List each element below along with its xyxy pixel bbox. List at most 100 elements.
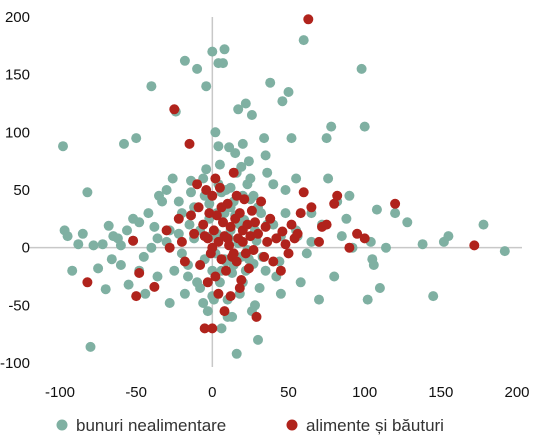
data-point (323, 173, 334, 184)
data-point (234, 208, 245, 219)
data-point (58, 141, 68, 152)
x-tick-label: -50 (125, 384, 147, 401)
data-point (231, 348, 242, 359)
data-point (260, 150, 271, 161)
data-point (128, 213, 139, 224)
data-point (251, 311, 262, 322)
data-point (204, 208, 215, 219)
data-point (119, 138, 129, 149)
data-point (237, 138, 248, 149)
data-point (186, 187, 196, 198)
data-point (213, 288, 224, 299)
data-point (207, 242, 218, 253)
x-tick-label: 200 (504, 384, 529, 401)
data-point (262, 236, 273, 247)
data-point (169, 104, 180, 115)
data-point (213, 141, 224, 152)
data-point (128, 235, 139, 246)
data-point (245, 173, 256, 184)
data-point (115, 240, 126, 251)
data-point (214, 159, 225, 170)
x-tick-label: 150 (428, 384, 453, 401)
data-point (176, 248, 187, 259)
data-point (275, 288, 286, 299)
data-point (100, 284, 111, 295)
data-point (131, 133, 142, 144)
data-point (184, 138, 195, 149)
data-point (286, 219, 297, 230)
data-point (268, 256, 279, 267)
data-point (417, 239, 428, 250)
data-point (216, 323, 227, 334)
data-point (154, 190, 164, 201)
data-point (352, 228, 363, 239)
data-point (390, 198, 401, 209)
data-point (295, 208, 306, 219)
x-tick-label: 50 (280, 384, 297, 401)
legend: bunuri nealimentare alimente și băuturi (56, 416, 444, 435)
tick-labels: -100 -50 0 50 100 150 200 -100 -50 0 50 100 150 200 (0, 9, 530, 401)
data-point (329, 198, 340, 209)
data-point (186, 210, 196, 221)
data-point (149, 281, 160, 292)
data-point (321, 219, 332, 230)
data-point (246, 110, 257, 120)
data-point (231, 190, 242, 201)
data-point (219, 306, 230, 317)
data-point (115, 260, 126, 270)
data-point (344, 190, 355, 201)
data-point (198, 219, 209, 230)
data-point (280, 208, 291, 219)
data-point (225, 291, 236, 302)
data-point (242, 219, 253, 230)
data-point (131, 291, 142, 302)
data-point (321, 133, 332, 144)
data-point (173, 213, 184, 224)
data-point (303, 14, 314, 25)
data-point (143, 208, 154, 219)
data-point (390, 208, 401, 219)
data-point (240, 98, 251, 109)
data-point (332, 190, 343, 201)
data-point (275, 265, 286, 276)
data-point (62, 231, 73, 242)
x-tick-label: -100 (45, 384, 75, 401)
data-point (277, 96, 288, 107)
data-point (359, 233, 370, 244)
data-point (108, 231, 119, 242)
legend-label: alimente și băuturi (306, 416, 444, 435)
data-point (280, 185, 291, 195)
data-point (239, 194, 250, 205)
data-point (140, 288, 151, 299)
data-point (246, 205, 257, 216)
data-point (326, 121, 337, 132)
data-point (243, 263, 254, 274)
data-point (207, 323, 218, 334)
data-point (193, 202, 204, 213)
y-tick-label: 150 (5, 67, 30, 84)
data-point (201, 164, 212, 175)
data-point (218, 58, 228, 69)
data-point (271, 233, 282, 244)
data-point (356, 63, 367, 74)
data-point (146, 242, 157, 253)
data-point (210, 173, 221, 184)
data-point (167, 173, 178, 184)
data-point (106, 254, 117, 265)
data-point (362, 294, 373, 305)
data-point (286, 133, 297, 144)
data-point (478, 219, 489, 230)
data-point (314, 236, 324, 247)
data-point (189, 228, 200, 239)
data-point (85, 341, 96, 352)
data-point (219, 44, 230, 55)
data-point (314, 294, 324, 305)
data-point (283, 87, 294, 97)
data-point (336, 231, 347, 242)
legend-marker (56, 419, 68, 431)
series-alimente-si-bauturi (82, 14, 480, 334)
data-point (306, 202, 317, 213)
data-point (173, 228, 184, 239)
data-point (230, 148, 241, 159)
y-tick-label: 200 (5, 9, 30, 26)
